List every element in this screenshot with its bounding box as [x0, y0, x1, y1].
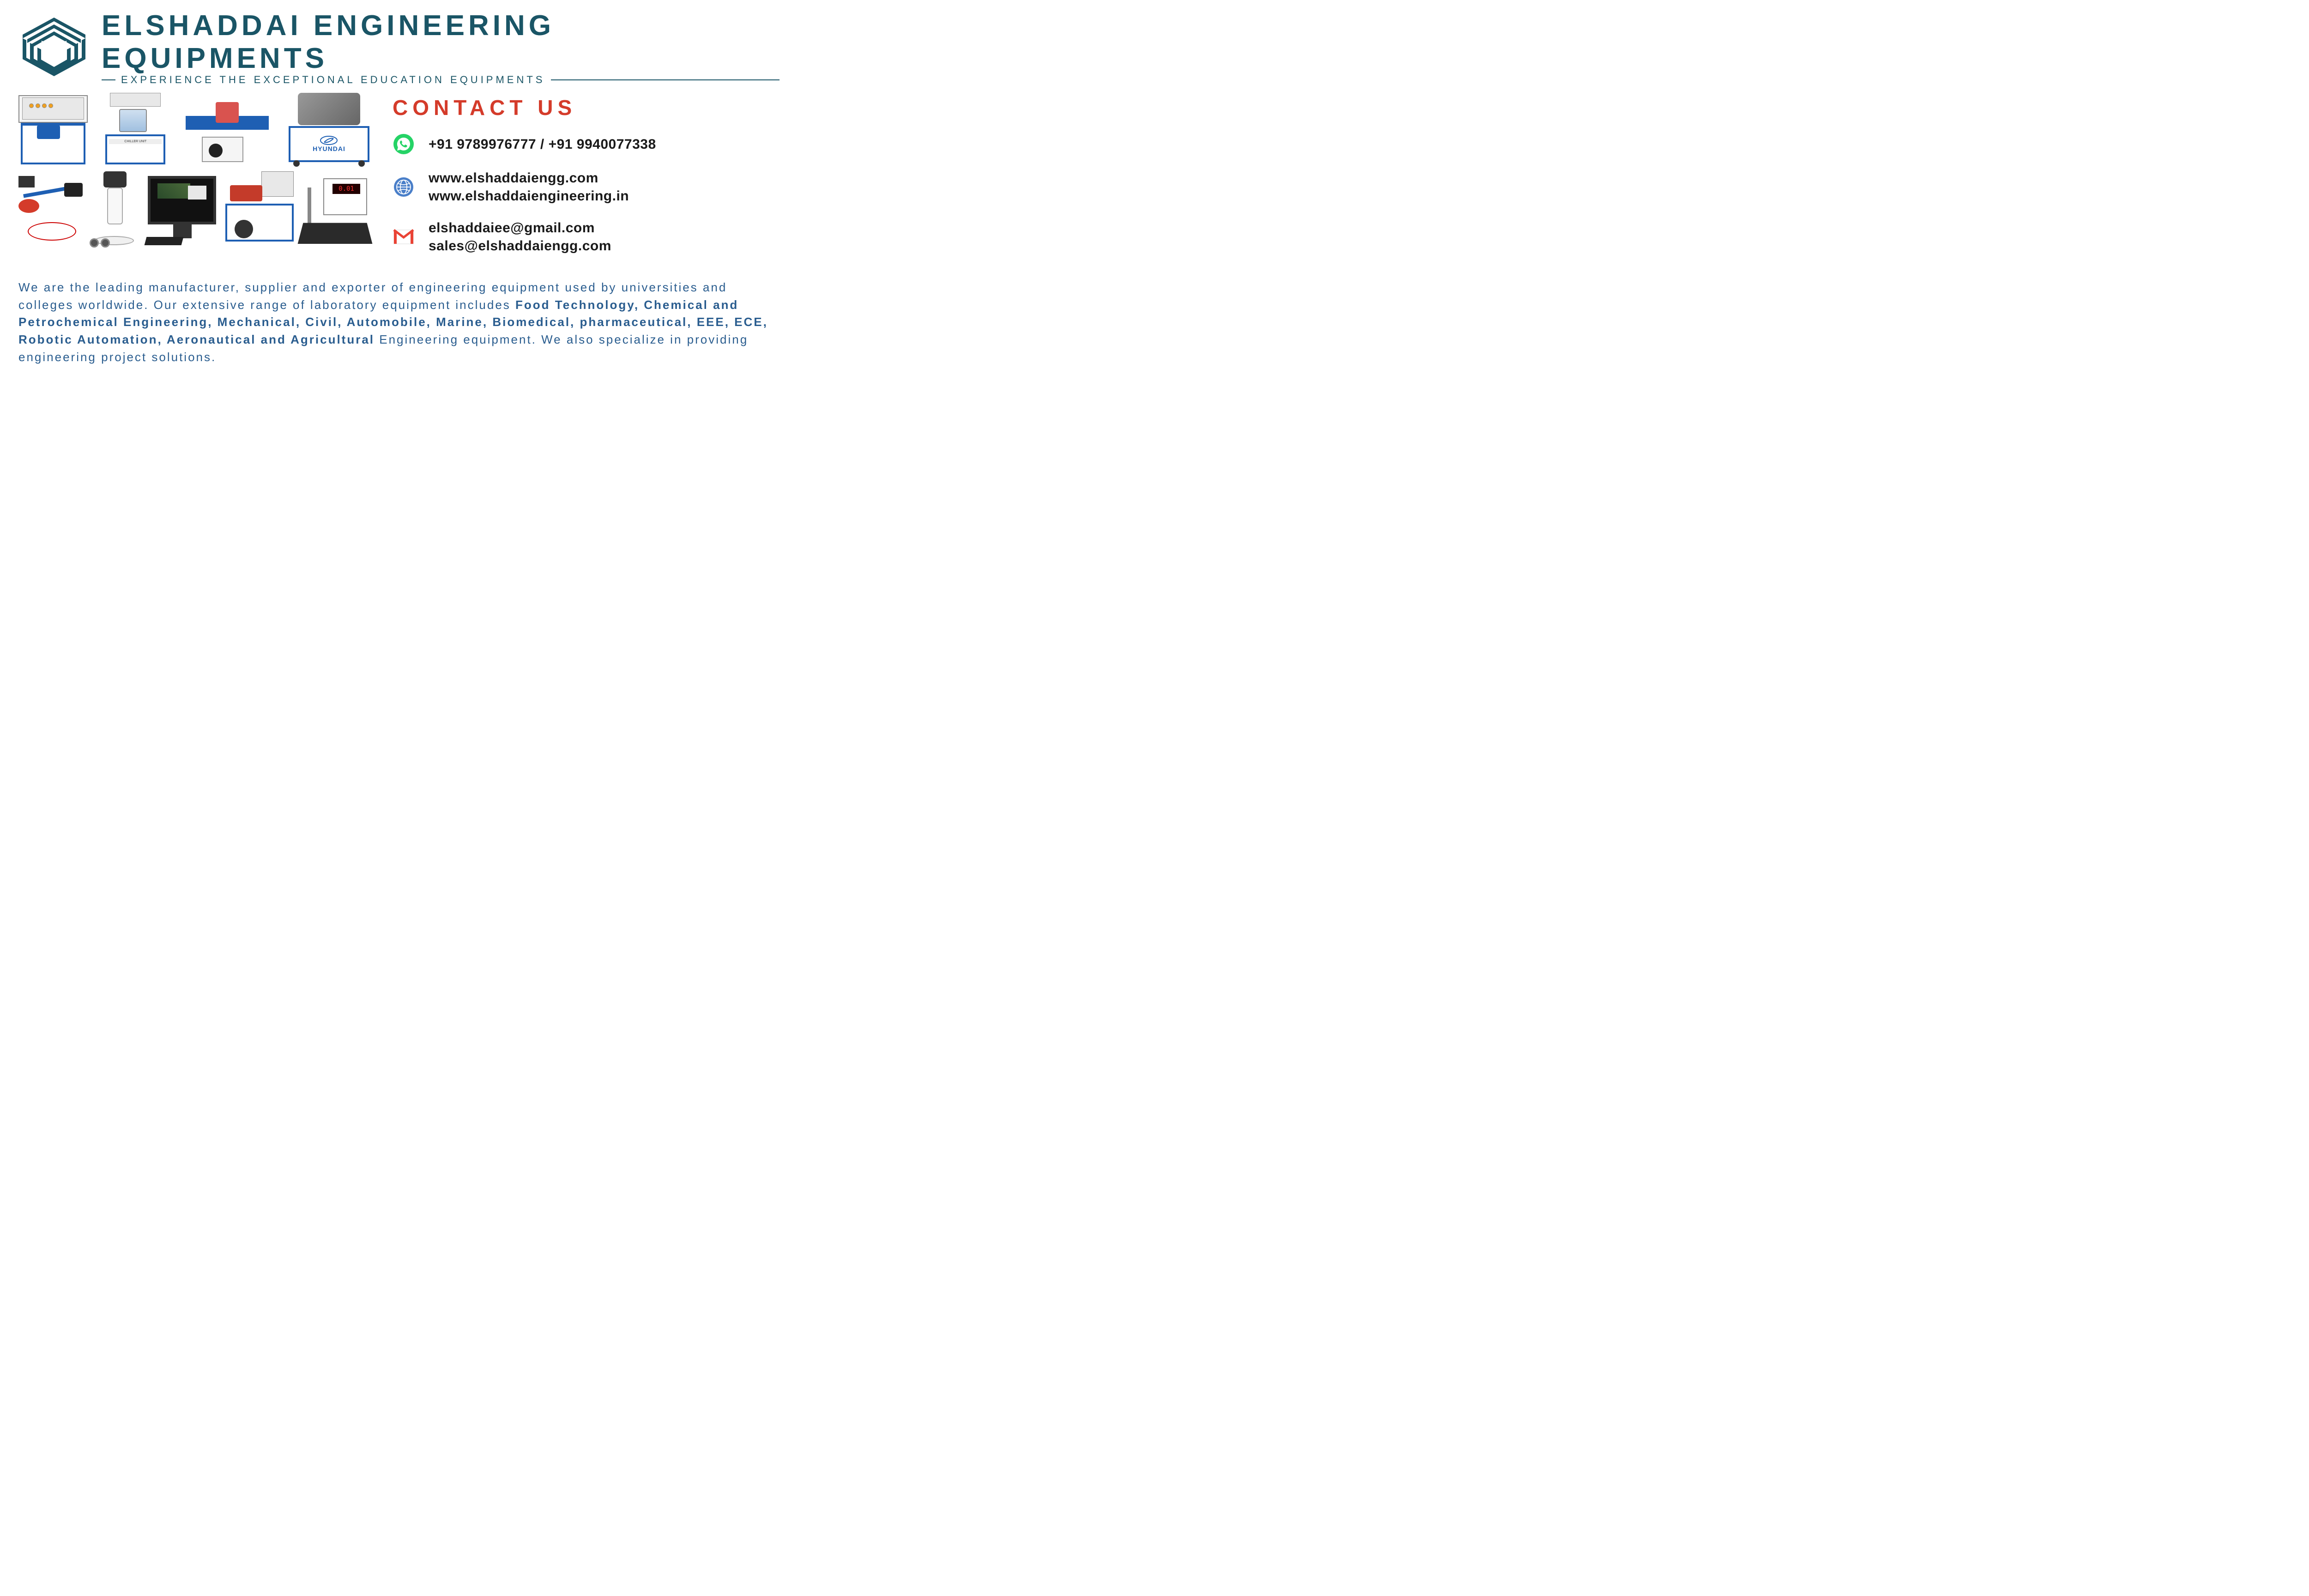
contact-websites: www.elshaddaiengg.com www.elshaddaiengin… — [429, 169, 629, 205]
equipment-heat-rig — [225, 171, 294, 245]
header: ELSHADDAI ENGINEERING EQUIPMENTS EXPERIE… — [18, 9, 780, 86]
hyundai-brand: HYUNDAI — [313, 145, 345, 152]
mid-section: CHILLER UNIT HYUNDAI — [18, 93, 780, 269]
display-readout: 0.01 — [332, 184, 360, 194]
header-text: ELSHADDAI ENGINEERING EQUIPMENTS EXPERIE… — [102, 9, 780, 86]
tagline-line-right — [551, 79, 780, 80]
contact-web2[interactable]: www.elshaddaiengineering.in — [429, 187, 629, 205]
tagline-line-left — [102, 79, 115, 80]
contact-web1[interactable]: www.elshaddaiengg.com — [429, 169, 629, 187]
globe-icon — [393, 176, 415, 198]
equipment-monitor — [145, 176, 218, 245]
contact-section: CONTACT US +91 9789976777 / +91 99400773… — [393, 93, 780, 269]
company-logo — [18, 15, 90, 80]
contact-title: CONTACT US — [393, 95, 780, 120]
equipment-row-1: CHILLER UNIT HYUNDAI — [18, 93, 369, 167]
equipment-gyroscope — [18, 176, 83, 245]
company-name: ELSHADDAI ENGINEERING EQUIPMENTS — [102, 9, 780, 75]
equipment-microscope — [90, 171, 138, 245]
equipment-lathe — [183, 97, 271, 167]
contact-phone-row: +91 9789976777 / +91 9940077338 — [393, 133, 780, 155]
equipment-electrical-bench — [18, 95, 88, 167]
contact-phone: +91 9789976777 / +91 9940077338 — [429, 135, 656, 153]
description: We are the leading manufacturer, supplie… — [18, 279, 780, 366]
tagline: EXPERIENCE THE EXCEPTIONAL EDUCATION EQU… — [121, 74, 545, 86]
tagline-row: EXPERIENCE THE EXCEPTIONAL EDUCATION EQU… — [102, 74, 780, 86]
equipment-chiller: CHILLER UNIT — [105, 93, 165, 167]
contact-email2[interactable]: sales@elshaddaiengg.com — [429, 237, 611, 255]
contact-emails: elshaddaiee@gmail.com sales@elshaddaieng… — [429, 219, 611, 255]
contact-email-row: elshaddaiee@gmail.com sales@elshaddaieng… — [393, 219, 780, 255]
contact-email1[interactable]: elshaddaiee@gmail.com — [429, 219, 611, 237]
equipment-hyundai-engine: HYUNDAI — [289, 93, 369, 167]
chiller-label: CHILLER UNIT — [109, 139, 162, 144]
equipment-grid: CHILLER UNIT HYUNDAI — [18, 93, 369, 269]
contact-web-row: www.elshaddaiengg.com www.elshaddaiengin… — [393, 169, 780, 205]
gmail-icon — [393, 226, 415, 248]
equipment-row-2: 0.01 — [18, 171, 369, 245]
whatsapp-icon — [393, 133, 415, 155]
equipment-hardness-tester: 0.01 — [301, 178, 369, 245]
